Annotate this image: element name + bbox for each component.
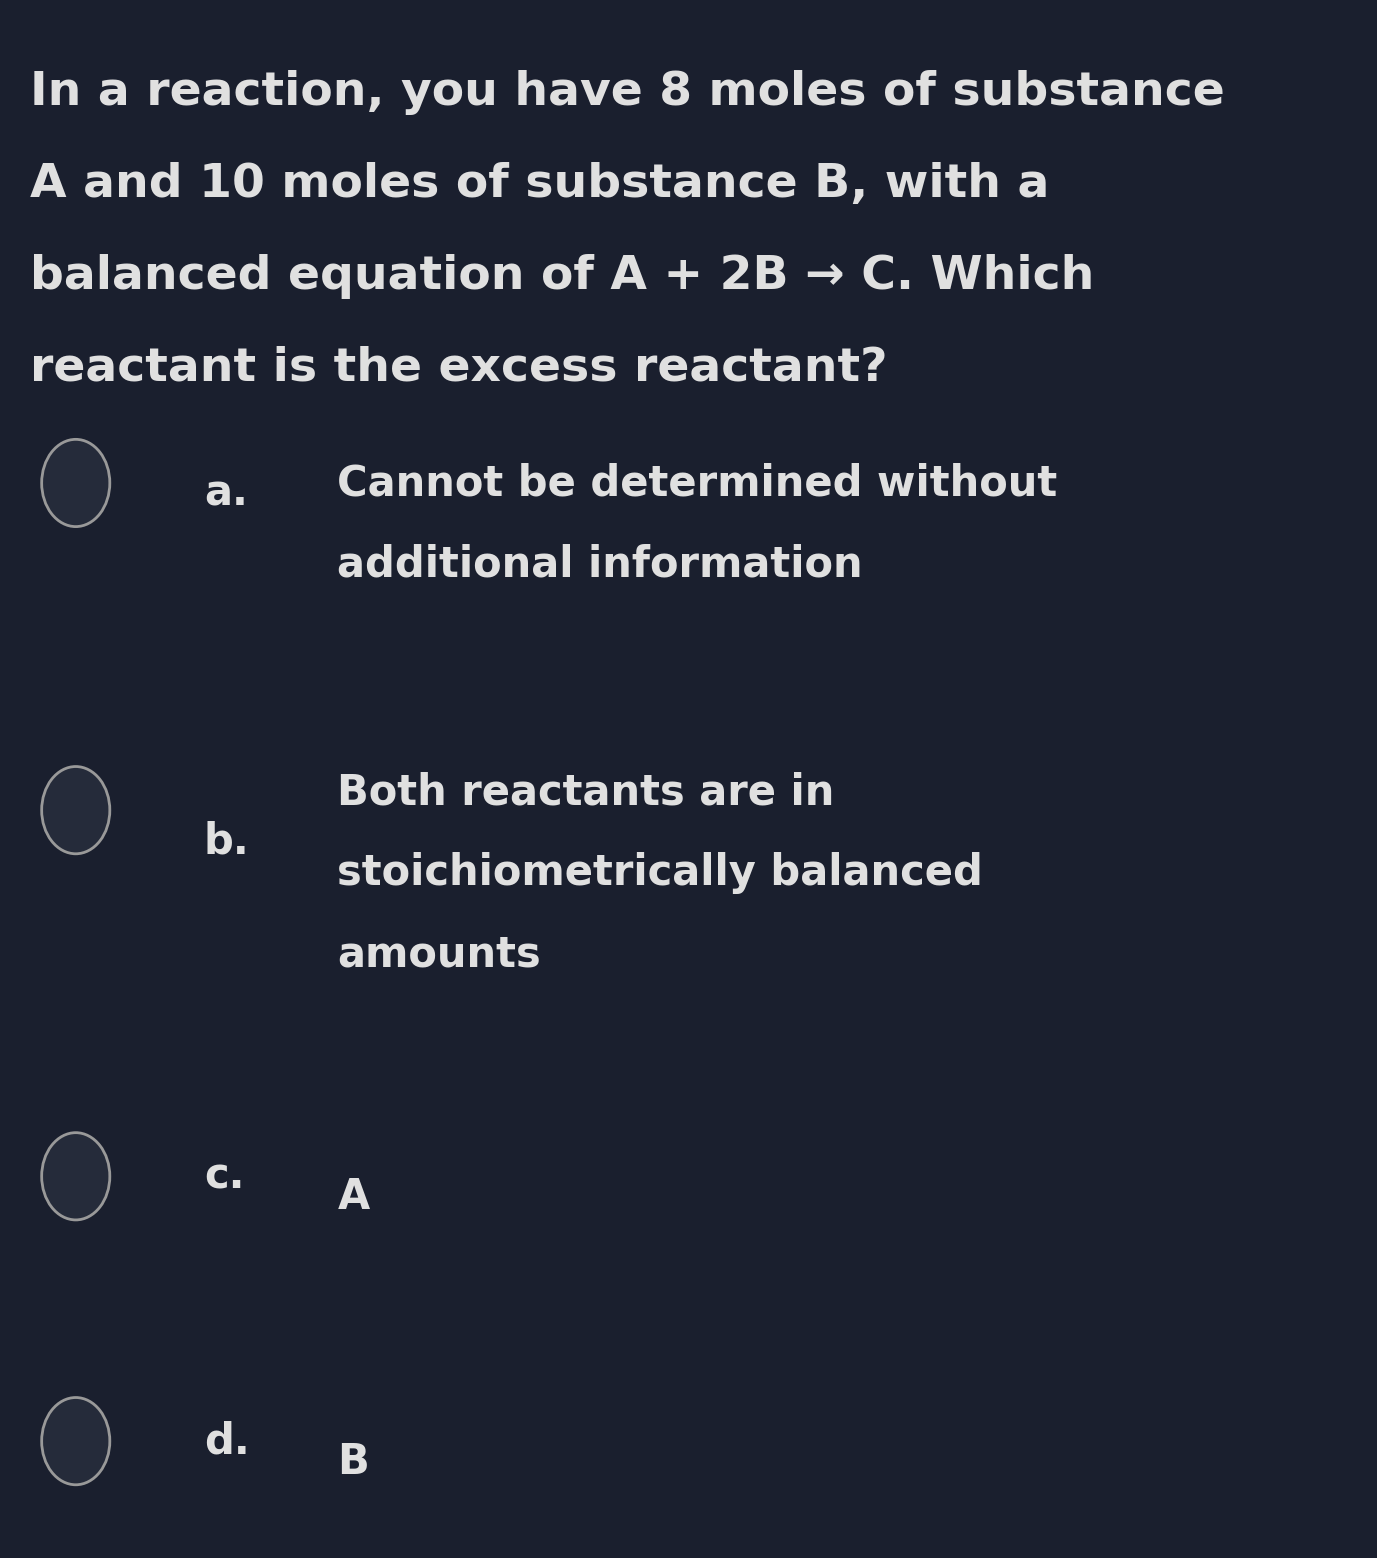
- Text: c.: c.: [204, 1156, 244, 1197]
- Text: A: A: [337, 1176, 369, 1218]
- Text: stoichiometrically balanced: stoichiometrically balanced: [337, 852, 983, 894]
- Text: Both reactants are in: Both reactants are in: [337, 771, 834, 813]
- Text: b.: b.: [204, 821, 249, 862]
- Text: Cannot be determined without: Cannot be determined without: [337, 463, 1058, 505]
- Text: a.: a.: [204, 474, 248, 514]
- Text: additional information: additional information: [337, 544, 863, 586]
- Text: balanced equation of A + 2B → C. Which: balanced equation of A + 2B → C. Which: [30, 254, 1095, 299]
- Text: d.: d.: [204, 1421, 249, 1461]
- Ellipse shape: [41, 1133, 110, 1220]
- Text: reactant is the excess reactant?: reactant is the excess reactant?: [30, 346, 888, 391]
- Ellipse shape: [41, 767, 110, 854]
- Text: A and 10 moles of substance B, with a: A and 10 moles of substance B, with a: [30, 162, 1049, 207]
- Text: B: B: [337, 1441, 369, 1483]
- Text: In a reaction, you have 8 moles of substance: In a reaction, you have 8 moles of subst…: [30, 70, 1226, 115]
- Ellipse shape: [41, 439, 110, 527]
- Text: amounts: amounts: [337, 933, 541, 975]
- Ellipse shape: [41, 1398, 110, 1485]
